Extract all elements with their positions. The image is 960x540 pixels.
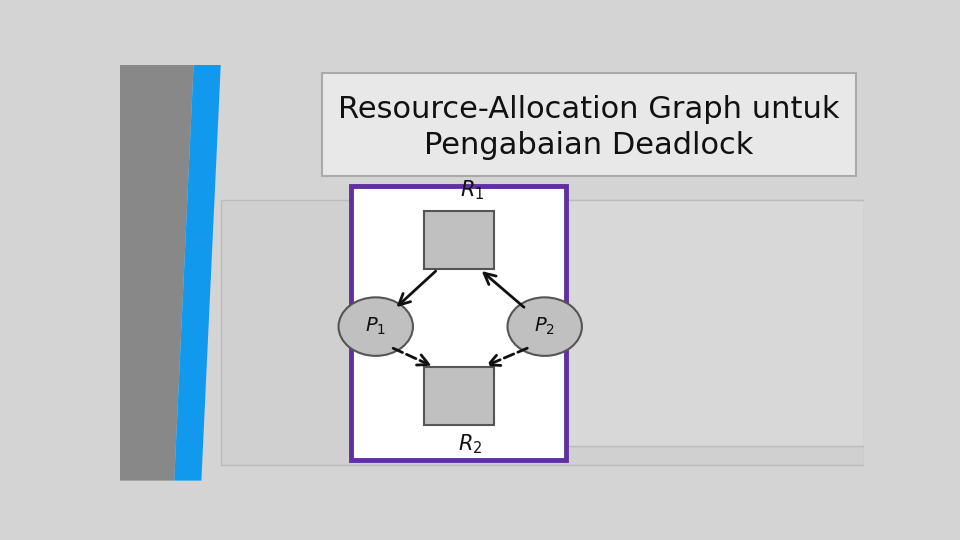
- Text: Pengabaian Deadlock: Pengabaian Deadlock: [424, 131, 754, 160]
- Text: $R_1$: $R_1$: [461, 179, 485, 202]
- Text: $R_2$: $R_2$: [458, 433, 483, 456]
- Polygon shape: [120, 65, 194, 481]
- FancyBboxPatch shape: [351, 186, 566, 460]
- Ellipse shape: [339, 298, 413, 356]
- FancyBboxPatch shape: [500, 200, 864, 446]
- Text: $P_2$: $P_2$: [534, 316, 555, 338]
- Text: Resource-Allocation Graph untuk: Resource-Allocation Graph untuk: [338, 95, 840, 124]
- FancyBboxPatch shape: [322, 72, 856, 177]
- FancyBboxPatch shape: [423, 367, 493, 425]
- Ellipse shape: [508, 298, 582, 356]
- FancyBboxPatch shape: [221, 200, 864, 465]
- Polygon shape: [175, 65, 221, 481]
- Text: $P_1$: $P_1$: [365, 316, 386, 338]
- FancyBboxPatch shape: [423, 212, 493, 269]
